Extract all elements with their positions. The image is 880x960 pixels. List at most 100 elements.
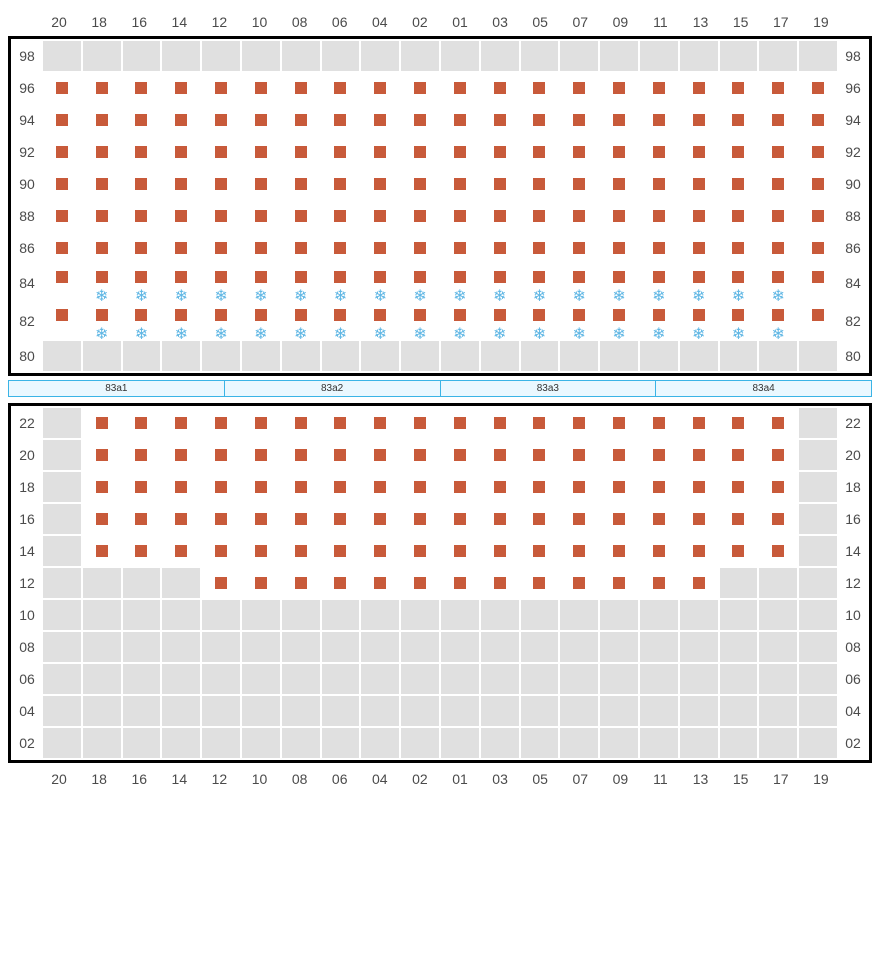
slot-86-02[interactable] xyxy=(400,232,440,264)
slot-14-18[interactable] xyxy=(82,535,122,567)
slot-84-01[interactable]: ❄ xyxy=(440,264,480,302)
slot-86-17[interactable] xyxy=(758,232,798,264)
slot-22-10[interactable] xyxy=(241,407,281,439)
slot-88-15[interactable] xyxy=(719,200,759,232)
slot-88-05[interactable] xyxy=(520,200,560,232)
slot-18-04[interactable] xyxy=(360,471,400,503)
slot-20-03[interactable] xyxy=(480,439,520,471)
slot-90-01[interactable] xyxy=(440,168,480,200)
slot-86-01[interactable] xyxy=(440,232,480,264)
slot-86-16[interactable] xyxy=(122,232,162,264)
slot-14-03[interactable] xyxy=(480,535,520,567)
slot-18-13[interactable] xyxy=(679,471,719,503)
slot-94-06[interactable] xyxy=(321,104,361,136)
slot-12-06[interactable] xyxy=(321,567,361,599)
slot-96-16[interactable] xyxy=(122,72,162,104)
slot-82-19[interactable] xyxy=(798,302,838,340)
slot-20-12[interactable] xyxy=(201,439,241,471)
slot-20-15[interactable] xyxy=(719,439,759,471)
slot-94-05[interactable] xyxy=(520,104,560,136)
slot-18-12[interactable] xyxy=(201,471,241,503)
slot-92-03[interactable] xyxy=(480,136,520,168)
slot-90-05[interactable] xyxy=(520,168,560,200)
slot-92-11[interactable] xyxy=(639,136,679,168)
slot-90-04[interactable] xyxy=(360,168,400,200)
slot-92-01[interactable] xyxy=(440,136,480,168)
slot-92-18[interactable] xyxy=(82,136,122,168)
slot-82-18[interactable]: ❄ xyxy=(82,302,122,340)
slot-12-01[interactable] xyxy=(440,567,480,599)
slot-18-14[interactable] xyxy=(161,471,201,503)
slot-16-13[interactable] xyxy=(679,503,719,535)
slot-84-03[interactable]: ❄ xyxy=(480,264,520,302)
slot-22-02[interactable] xyxy=(400,407,440,439)
slot-90-19[interactable] xyxy=(798,168,838,200)
slot-92-02[interactable] xyxy=(400,136,440,168)
slot-20-08[interactable] xyxy=(281,439,321,471)
slot-96-13[interactable] xyxy=(679,72,719,104)
slot-88-01[interactable] xyxy=(440,200,480,232)
slot-86-18[interactable] xyxy=(82,232,122,264)
slot-84-12[interactable]: ❄ xyxy=(201,264,241,302)
slot-96-02[interactable] xyxy=(400,72,440,104)
slot-82-10[interactable]: ❄ xyxy=(241,302,281,340)
slot-22-17[interactable] xyxy=(758,407,798,439)
segment-83a1[interactable]: 83a1 xyxy=(8,380,225,397)
slot-16-16[interactable] xyxy=(122,503,162,535)
slot-92-20[interactable] xyxy=(42,136,82,168)
slot-20-11[interactable] xyxy=(639,439,679,471)
slot-84-09[interactable]: ❄ xyxy=(599,264,639,302)
slot-94-09[interactable] xyxy=(599,104,639,136)
slot-86-08[interactable] xyxy=(281,232,321,264)
slot-14-07[interactable] xyxy=(559,535,599,567)
slot-20-13[interactable] xyxy=(679,439,719,471)
slot-94-08[interactable] xyxy=(281,104,321,136)
slot-14-04[interactable] xyxy=(360,535,400,567)
slot-86-04[interactable] xyxy=(360,232,400,264)
slot-22-13[interactable] xyxy=(679,407,719,439)
slot-96-12[interactable] xyxy=(201,72,241,104)
slot-88-13[interactable] xyxy=(679,200,719,232)
slot-20-01[interactable] xyxy=(440,439,480,471)
slot-16-17[interactable] xyxy=(758,503,798,535)
slot-84-13[interactable]: ❄ xyxy=(679,264,719,302)
slot-18-01[interactable] xyxy=(440,471,480,503)
slot-18-17[interactable] xyxy=(758,471,798,503)
slot-90-06[interactable] xyxy=(321,168,361,200)
slot-20-17[interactable] xyxy=(758,439,798,471)
slot-82-14[interactable]: ❄ xyxy=(161,302,201,340)
slot-90-20[interactable] xyxy=(42,168,82,200)
slot-96-08[interactable] xyxy=(281,72,321,104)
slot-82-09[interactable]: ❄ xyxy=(599,302,639,340)
slot-18-06[interactable] xyxy=(321,471,361,503)
slot-96-01[interactable] xyxy=(440,72,480,104)
slot-94-19[interactable] xyxy=(798,104,838,136)
slot-94-10[interactable] xyxy=(241,104,281,136)
slot-18-15[interactable] xyxy=(719,471,759,503)
slot-84-07[interactable]: ❄ xyxy=(559,264,599,302)
slot-82-20[interactable] xyxy=(42,302,82,340)
slot-82-01[interactable]: ❄ xyxy=(440,302,480,340)
slot-14-01[interactable] xyxy=(440,535,480,567)
slot-92-04[interactable] xyxy=(360,136,400,168)
slot-86-20[interactable] xyxy=(42,232,82,264)
slot-94-16[interactable] xyxy=(122,104,162,136)
slot-92-15[interactable] xyxy=(719,136,759,168)
slot-16-03[interactable] xyxy=(480,503,520,535)
slot-84-04[interactable]: ❄ xyxy=(360,264,400,302)
slot-82-16[interactable]: ❄ xyxy=(122,302,162,340)
slot-84-10[interactable]: ❄ xyxy=(241,264,281,302)
slot-94-01[interactable] xyxy=(440,104,480,136)
slot-84-16[interactable]: ❄ xyxy=(122,264,162,302)
slot-22-09[interactable] xyxy=(599,407,639,439)
slot-90-16[interactable] xyxy=(122,168,162,200)
slot-94-20[interactable] xyxy=(42,104,82,136)
slot-86-12[interactable] xyxy=(201,232,241,264)
slot-14-17[interactable] xyxy=(758,535,798,567)
slot-16-11[interactable] xyxy=(639,503,679,535)
slot-86-09[interactable] xyxy=(599,232,639,264)
slot-88-18[interactable] xyxy=(82,200,122,232)
slot-82-13[interactable]: ❄ xyxy=(679,302,719,340)
slot-86-14[interactable] xyxy=(161,232,201,264)
slot-14-06[interactable] xyxy=(321,535,361,567)
